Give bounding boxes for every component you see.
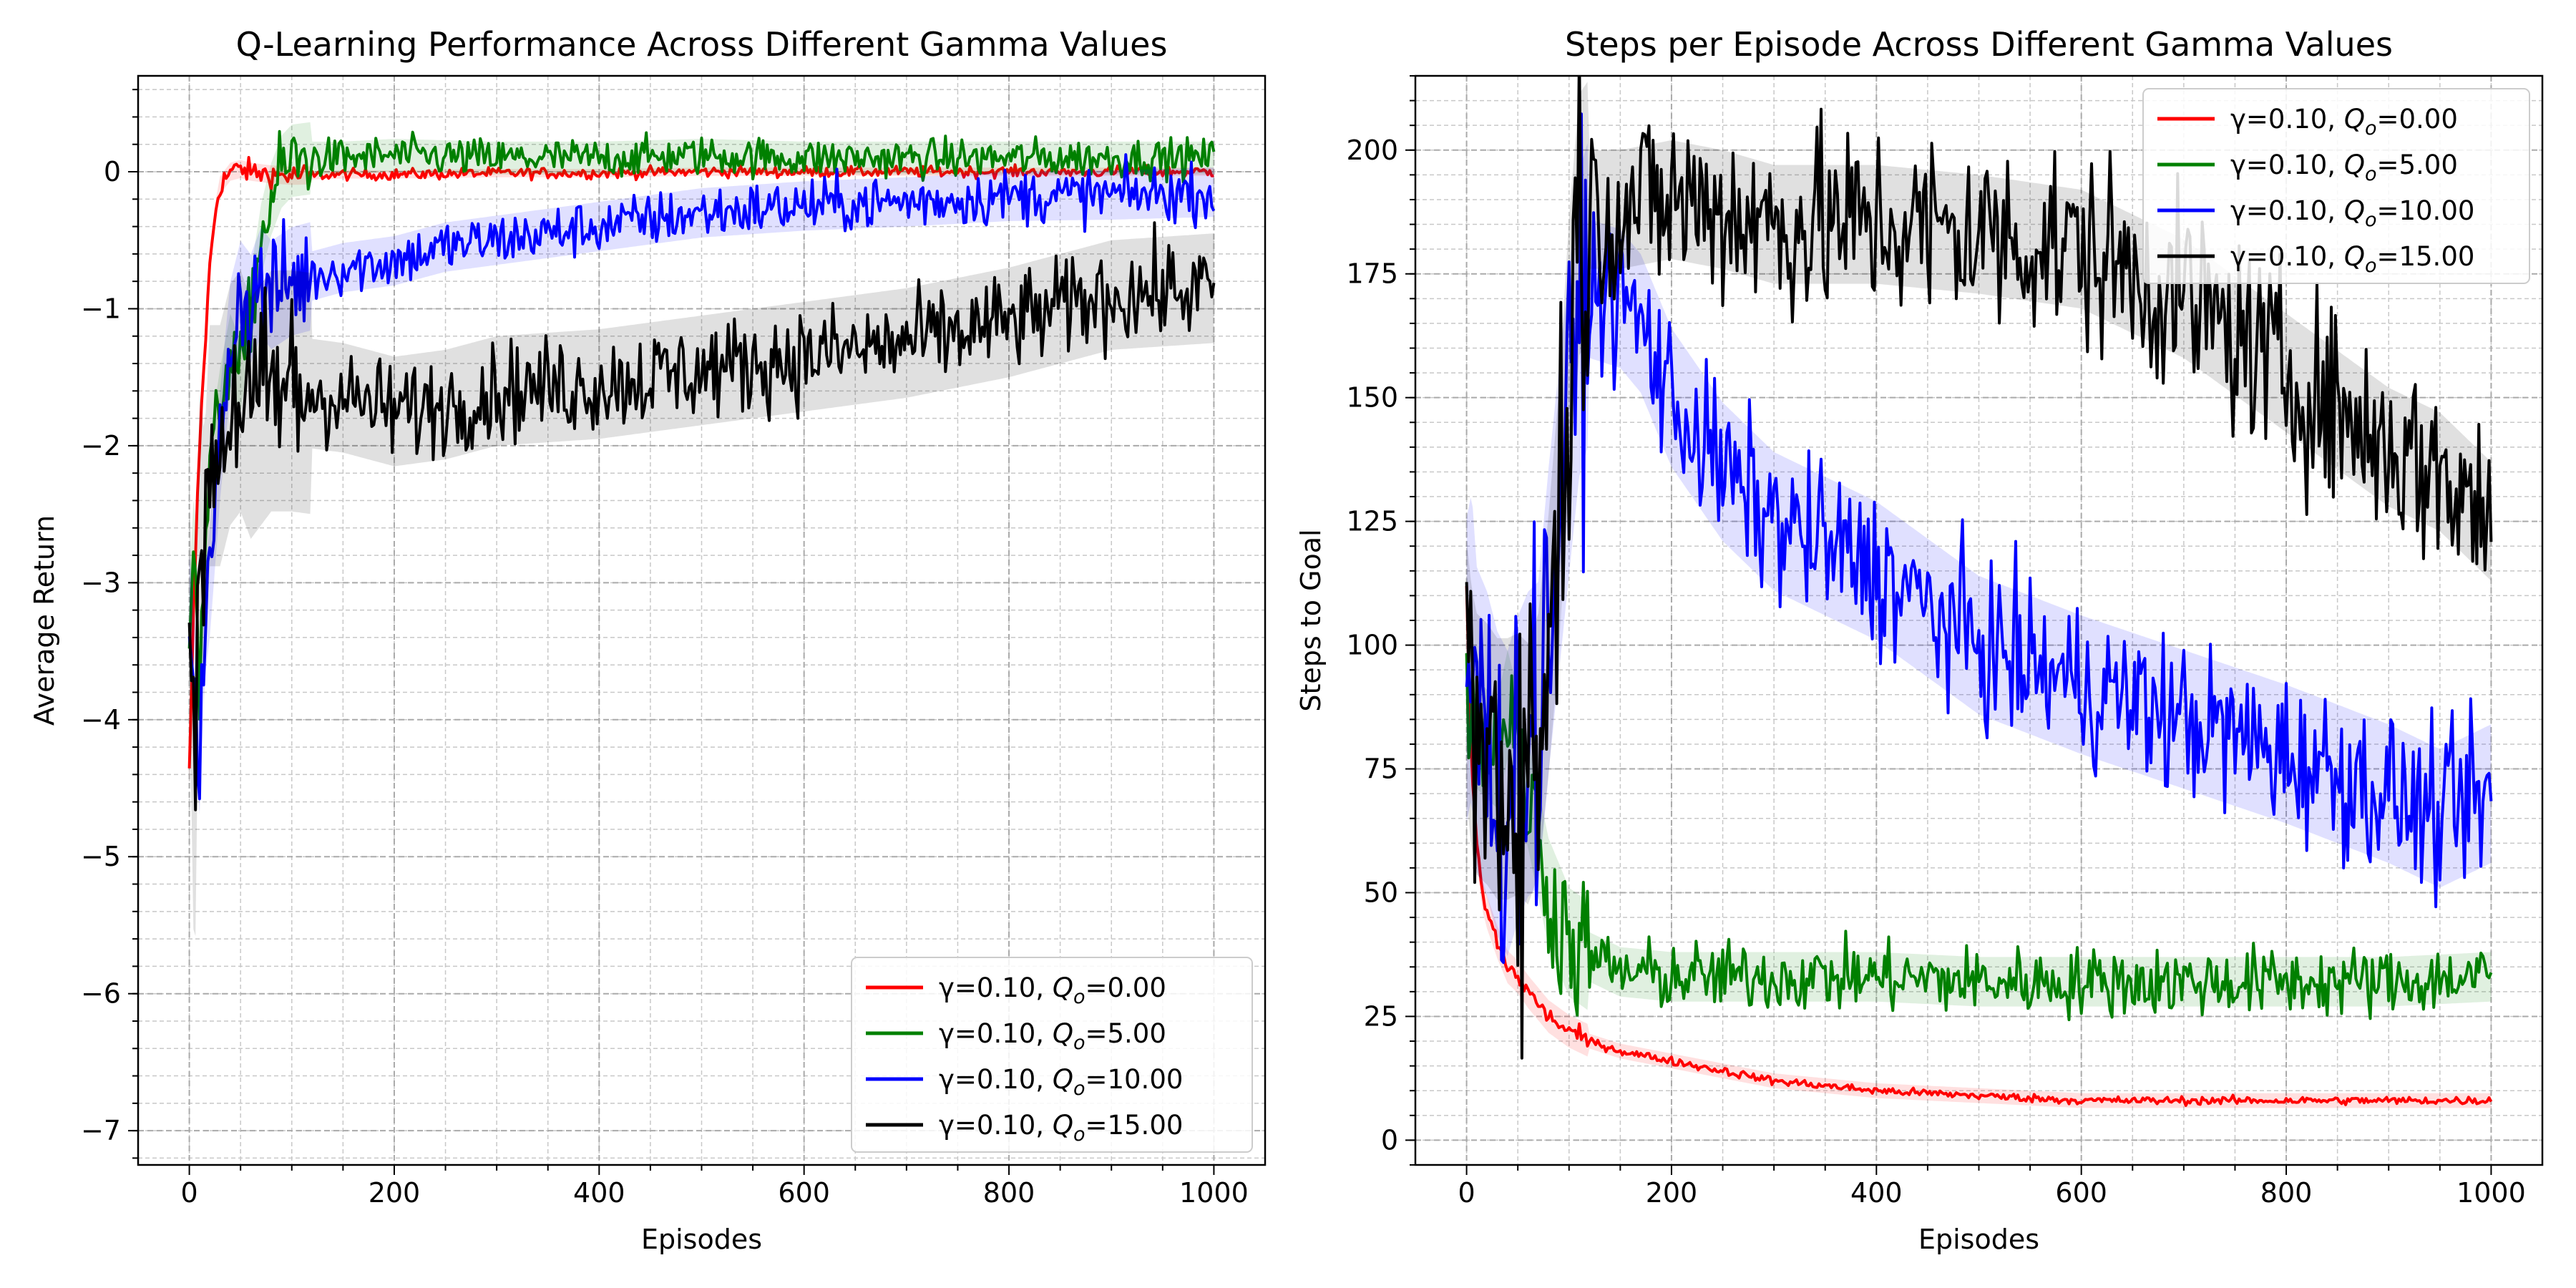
x-tick-label: 400	[1850, 1177, 1903, 1209]
x-tick-label: 1000	[2457, 1177, 2526, 1209]
chart-panel-2: 0 200 400 600 800 1000 0 25 50 75 100 125 150 175 200 S…	[1295, 25, 2544, 1255]
y-tick-label: −1	[81, 293, 121, 324]
series-band-3	[189, 167, 1214, 816]
series-band-4	[189, 233, 1214, 937]
y-axis-label: Average Return	[29, 515, 60, 726]
x-tick-label: 400	[573, 1177, 625, 1209]
series-band-2	[189, 122, 1214, 743]
series-band-4	[1466, 82, 2492, 905]
x-tick-label: 600	[2055, 1177, 2107, 1209]
y-tick-label: 125	[1346, 506, 1398, 537]
legend-label: γ=0.10, Qo=5.00	[939, 1018, 1166, 1054]
y-axis-label: Steps to Goal	[1295, 529, 1327, 711]
y-tick-label: −3	[81, 567, 121, 598]
legend-label: γ=0.10, Qo=15.00	[2230, 241, 2474, 277]
x-axis-label: Episodes	[1918, 1224, 2039, 1255]
y-tick-label: 200	[1346, 135, 1398, 166]
x-tick-label: 200	[369, 1177, 421, 1209]
legend-label: γ=0.10, Qo=15.00	[939, 1110, 1183, 1146]
y-tick-label: −2	[81, 430, 121, 462]
legend-label: γ=0.10, Qo=0.00	[939, 972, 1166, 1008]
y-tick-label: 175	[1346, 258, 1398, 290]
y-tick-label: 25	[1364, 1000, 1398, 1032]
y-tick-label: 100	[1346, 630, 1398, 661]
legend-box	[2142, 88, 2530, 284]
y-tick-label: 0	[104, 156, 121, 187]
series-line-3	[187, 153, 1216, 801]
x-tick-label: 600	[778, 1177, 830, 1209]
chart-title: Steps per Episode Across Different Gamma…	[1565, 25, 2393, 64]
series-line-4	[187, 221, 1216, 811]
y-tick-label: 75	[1364, 753, 1398, 785]
legend-label: γ=0.10, Qo=10.00	[939, 1064, 1183, 1100]
x-tick-label: 0	[180, 1177, 197, 1209]
y-tick-label: −5	[81, 841, 121, 872]
x-axis-label: Episodes	[641, 1224, 762, 1255]
legend: γ=0.10, Qo=0.00 γ=0.10, Qo=5.00 γ=0.10, Qo…	[2142, 88, 2530, 284]
x-tick-label: 200	[1646, 1177, 1698, 1209]
y-tick-label: 150	[1346, 382, 1398, 414]
legend-label: γ=0.10, Qo=5.00	[2230, 150, 2458, 185]
legend-label: γ=0.10, Qo=0.00	[2230, 104, 2458, 140]
x-tick-label: 0	[1458, 1177, 1475, 1209]
chart-title: Q-Learning Performance Across Different …	[236, 25, 1168, 64]
series-line-4	[1465, 76, 2493, 1060]
series-line-2	[187, 130, 1216, 721]
y-tick-label: 50	[1364, 877, 1398, 909]
series-line-1	[1465, 585, 2493, 1107]
series-line-3	[1465, 112, 2493, 965]
y-tick-label: −4	[81, 704, 121, 736]
x-tick-label: 800	[983, 1177, 1035, 1209]
chart-panel-1: 0 200 400 600 800 1000 −7 −6 −5 −4 −3 −2 −1 0 Q-Learni…	[29, 25, 1267, 1255]
y-tick-label: 0	[1381, 1124, 1398, 1156]
legend-box	[851, 957, 1253, 1153]
legend: γ=0.10, Qo=0.00 γ=0.10, Qo=5.00 γ=0.10, Qo…	[851, 957, 1253, 1153]
legend-label: γ=0.10, Qo=10.00	[2230, 195, 2474, 231]
x-tick-label: 800	[2260, 1177, 2313, 1209]
series-line-2	[1465, 653, 2493, 1022]
series-line-1	[187, 156, 1214, 769]
y-tick-label: −6	[81, 978, 121, 1010]
y-tick-label: −7	[81, 1115, 121, 1146]
x-tick-label: 1000	[1179, 1177, 1249, 1209]
